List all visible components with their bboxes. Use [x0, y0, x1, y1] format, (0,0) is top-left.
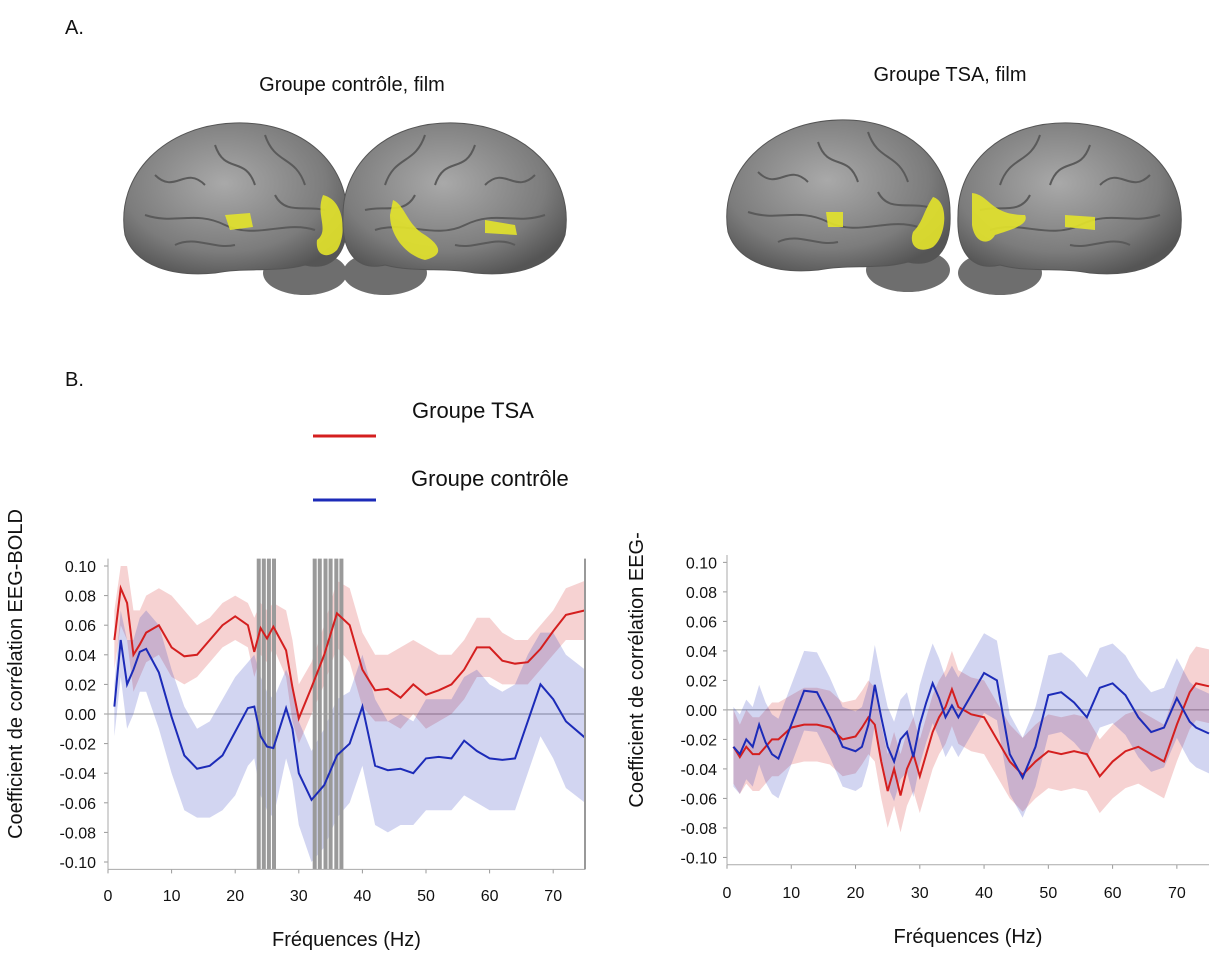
confidence-band	[733, 633, 1209, 818]
series-line	[732, 671, 1210, 781]
y-tick-label: 0.06	[65, 618, 96, 635]
y-tick-label: -0.04	[681, 762, 718, 779]
confidence-band	[733, 646, 1209, 833]
x-tick-label: 30	[911, 885, 929, 902]
y-axis-label: Coefficient de corrélation EEG-	[626, 532, 648, 807]
brain-image	[725, 118, 952, 294]
panel-title: Groupe contrôle, film	[259, 74, 445, 96]
x-tick-label: 60	[1104, 885, 1122, 902]
x-tick-label: 20	[847, 885, 865, 902]
y-tick-label: 0.02	[65, 677, 96, 694]
y-tick-label: 0.00	[686, 703, 717, 720]
y-tick-label: 0.02	[686, 673, 717, 690]
x-axis-label: Fréquences (Hz)	[894, 926, 1043, 948]
y-tick-label: -0.10	[60, 855, 97, 872]
legend-label: Groupe contrôle	[411, 466, 569, 491]
confidence-band	[114, 566, 586, 744]
x-tick-label: 40	[354, 888, 372, 905]
y-tick-label: 0.00	[65, 707, 96, 724]
x-tick-label: 0	[104, 888, 113, 905]
y-tick-label: 0.04	[65, 648, 96, 665]
y-tick-label: -0.06	[681, 791, 718, 808]
y-tick-label: -0.06	[60, 796, 97, 813]
x-tick-label: 50	[1039, 885, 1057, 902]
y-tick-label: -0.10	[681, 850, 718, 867]
y-tick-label: -0.02	[60, 737, 97, 754]
y-tick-label: 0.08	[65, 589, 96, 606]
brain-image	[122, 121, 349, 297]
series-line	[113, 584, 586, 722]
x-tick-label: 40	[975, 885, 993, 902]
x-tick-label: 60	[481, 888, 499, 905]
series-line	[113, 639, 586, 802]
x-tick-label: 70	[544, 888, 562, 905]
y-tick-label: -0.08	[60, 825, 97, 842]
x-tick-label: 0	[723, 885, 732, 902]
y-axis-label: Coefficient de corrélation EEG-BOLD	[5, 509, 27, 839]
brain-image	[341, 121, 568, 297]
panel-label: B.	[65, 369, 84, 391]
x-tick-label: 70	[1168, 885, 1186, 902]
y-tick-label: -0.08	[681, 821, 718, 838]
y-tick-label: -0.02	[681, 732, 718, 749]
y-tick-label: 0.08	[686, 585, 717, 602]
confidence-band	[114, 610, 586, 862]
panel-label: A.	[65, 17, 84, 39]
series-line	[732, 682, 1210, 796]
x-axis-label: Fréquences (Hz)	[272, 929, 421, 951]
x-tick-label: 50	[417, 888, 435, 905]
x-tick-label: 20	[226, 888, 244, 905]
y-tick-label: -0.04	[60, 766, 97, 783]
x-tick-label: 10	[782, 885, 800, 902]
y-tick-label: 0.04	[686, 644, 717, 661]
brain-image	[956, 121, 1183, 297]
x-tick-label: 30	[290, 888, 308, 905]
y-tick-label: 0.06	[686, 614, 717, 631]
y-tick-label: 0.10	[686, 555, 717, 572]
x-tick-label: 10	[163, 888, 181, 905]
legend-label: Groupe TSA	[412, 398, 534, 423]
panel-title: Groupe TSA, film	[873, 64, 1026, 86]
y-tick-label: 0.10	[65, 559, 96, 576]
